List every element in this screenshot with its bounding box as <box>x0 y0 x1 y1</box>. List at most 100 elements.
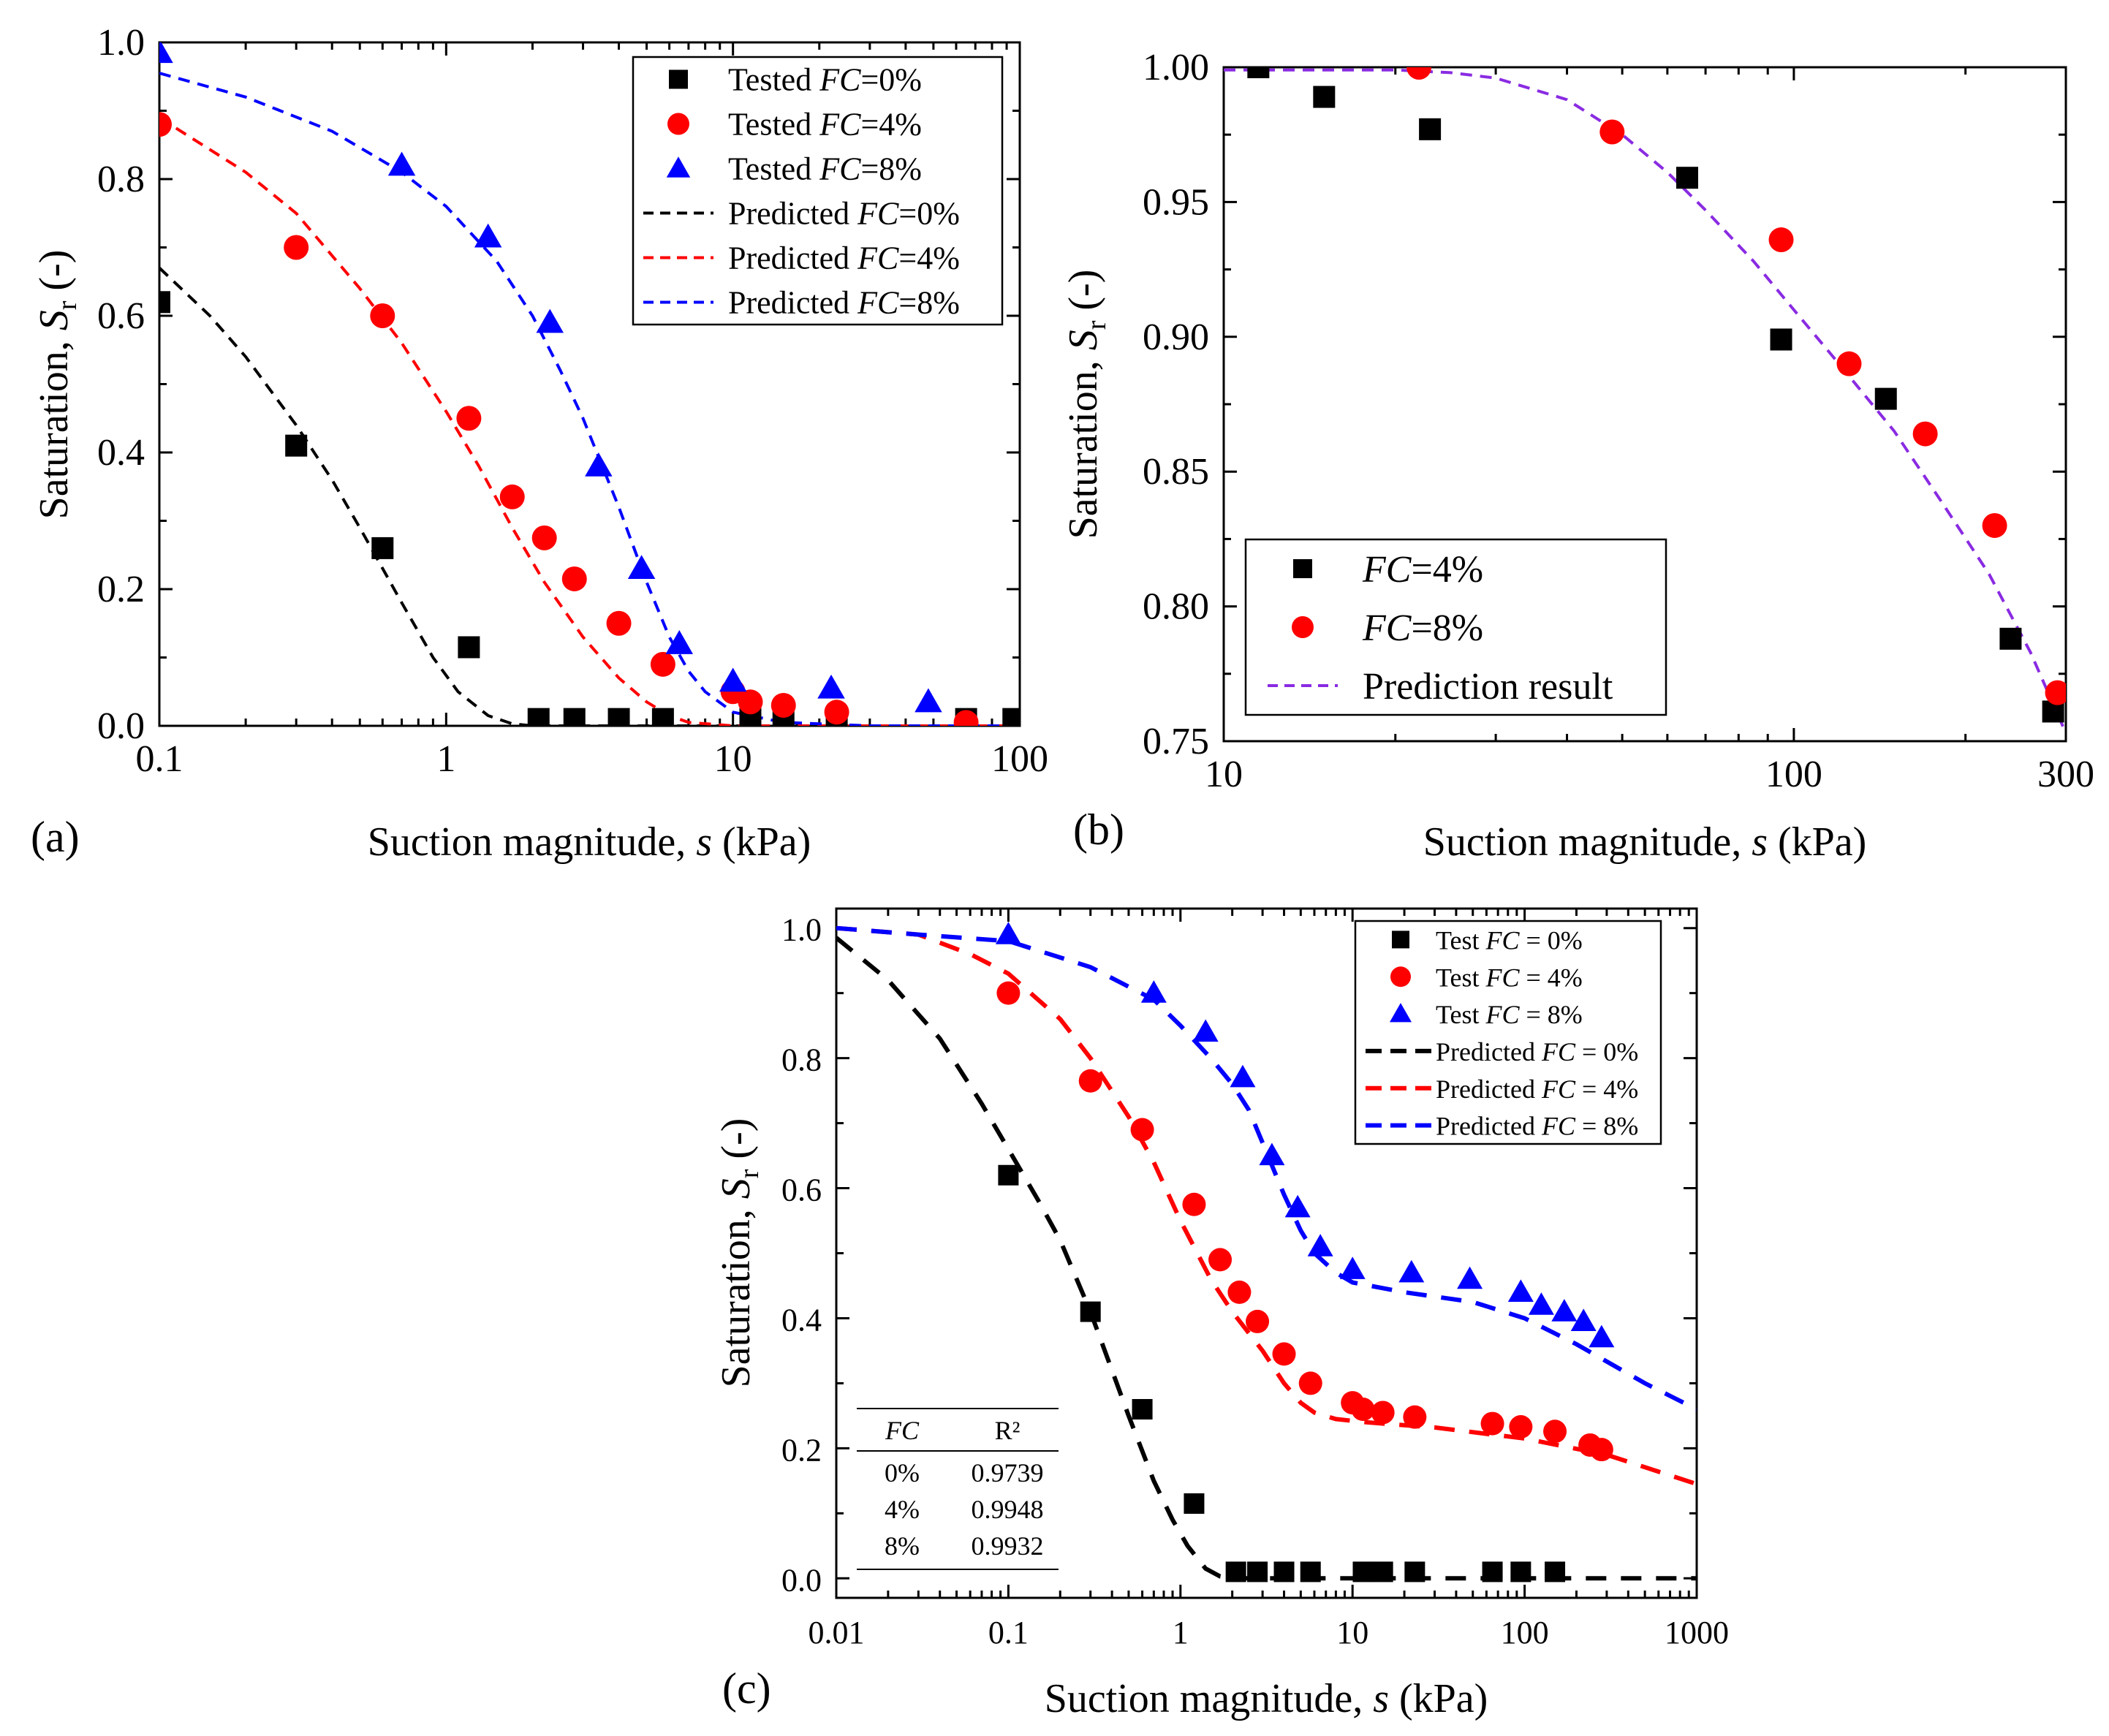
x-tick-label: 100 <box>1765 754 1822 795</box>
data-point-circle <box>1836 351 1862 376</box>
data-point-circle <box>996 981 1021 1005</box>
data-point-circle <box>650 651 675 677</box>
data-point-square <box>527 708 550 726</box>
data-point-triangle <box>1551 1299 1578 1322</box>
data-point-triangle <box>1307 1234 1333 1256</box>
y-tick-label: 0.2 <box>97 569 145 610</box>
legend-entry: Test FC = 4% <box>1436 963 1583 992</box>
y-tick-label: 0.0 <box>97 705 145 747</box>
legend-entry: Predicted FC=4% <box>728 240 960 276</box>
data-point-circle <box>284 235 309 260</box>
data-point-circle <box>1371 1400 1395 1425</box>
legend-entry: Predicted FC = 8% <box>1436 1112 1638 1141</box>
legend-entry: Tested FC=8% <box>728 151 922 187</box>
data-point-circle <box>1768 227 1794 253</box>
data-point-square <box>371 537 394 559</box>
data-point-square <box>651 708 674 726</box>
data-point-square <box>285 434 308 457</box>
legend: Test FC = 0% Test FC = 4% Test FC = 8% Pred… <box>1354 920 1662 1145</box>
data-point-circle <box>1246 1309 1270 1333</box>
data-point-triangle <box>474 223 502 248</box>
data-point-circle <box>1130 1118 1154 1142</box>
data-point-square <box>1352 1561 1374 1583</box>
legend-frame <box>1244 538 1667 716</box>
x-axis-label: Suction magnitude, s (kPa) <box>1045 1676 1488 1721</box>
data-point-triangle <box>665 630 694 654</box>
legend-marker-circle <box>1292 616 1314 638</box>
data-point-square <box>1874 387 1897 410</box>
legend-entry: FC=8% <box>1362 607 1483 649</box>
y-tick-label: 0.4 <box>781 1302 822 1338</box>
data-point-triangle <box>387 151 416 176</box>
table-cell: 0.9948 <box>972 1495 1044 1524</box>
data-point-triangle <box>536 308 564 333</box>
legend-entry: Predicted FC = 4% <box>1436 1074 1638 1104</box>
data-point-circle <box>1351 1398 1375 1422</box>
x-tick-label: 10 <box>1336 1615 1368 1650</box>
data-point-triangle <box>995 922 1021 944</box>
data-point-circle <box>456 406 482 431</box>
data-point-square <box>1184 1493 1205 1515</box>
data-point-circle <box>738 689 763 715</box>
data-point-square <box>1676 167 1698 189</box>
table-cell: 8% <box>885 1531 920 1561</box>
x-tick-label: 10 <box>714 738 752 780</box>
y-tick-label: 0.80 <box>1143 586 1209 628</box>
legend-marker-square <box>669 69 688 89</box>
x-tick-label: 0.01 <box>809 1615 865 1650</box>
x-tick-label: 1 <box>436 738 455 780</box>
data-point-circle <box>159 112 172 137</box>
data-point-circle <box>1078 1069 1102 1093</box>
data-point-circle <box>2045 680 2066 705</box>
data-point-circle <box>953 710 979 726</box>
data-point-triangle <box>1339 1256 1366 1279</box>
data-point-circle <box>561 566 587 591</box>
table-cell: 0.9932 <box>972 1531 1044 1561</box>
legend-entry: Test FC = 8% <box>1436 1000 1583 1029</box>
data-point-triangle <box>1230 1064 1256 1088</box>
data-point-circle <box>1599 119 1625 145</box>
data-point-circle <box>606 610 632 636</box>
data-layer <box>1224 67 2066 734</box>
legend-frame <box>1354 920 1662 1145</box>
data-point-square <box>607 708 630 726</box>
legend-marker-circle <box>1390 966 1411 988</box>
y-tick-label: 0.4 <box>97 432 145 474</box>
data-point-triangle <box>627 555 656 580</box>
data-point-circle <box>770 692 796 718</box>
y-tick-label: 0.8 <box>97 159 145 200</box>
data-point-circle <box>1182 1192 1206 1216</box>
y-axis-label: Saturation, Sr (-) <box>31 250 83 520</box>
data-point-square <box>1313 86 1336 108</box>
data-layer <box>836 922 1697 1583</box>
data-point-square <box>1002 708 1020 726</box>
data-point-square <box>1545 1561 1566 1583</box>
panel-a: 0.1 1 10 100 0.0 0.2 0.4 0.6 0.8 1.0 Suction magni… <box>31 22 1048 865</box>
legend-entry: FC=4% <box>1362 549 1483 591</box>
data-point-circle <box>1272 1342 1296 1366</box>
legend-entry: Prediction result <box>1363 666 1613 708</box>
data-point-triangle <box>1259 1142 1285 1166</box>
y-tick-label: 0.75 <box>1143 721 1209 762</box>
data-point-circle <box>1912 421 1938 447</box>
table-header: R² <box>995 1416 1021 1445</box>
data-point-square <box>1999 627 2022 650</box>
series-line-4 <box>159 116 1020 726</box>
y-tick-label: 0.8 <box>781 1042 822 1078</box>
data-point-triangle <box>1589 1324 1615 1348</box>
x-tick-label: 300 <box>2037 754 2094 795</box>
data-point-circle <box>1406 67 1432 80</box>
legend-entry: Predicted FC=0% <box>728 196 960 232</box>
panel-b: 10 100 300 0.75 0.80 0.85 0.90 0.95 1.00 Suction … <box>1061 47 2094 865</box>
y-tick-label: 0.2 <box>781 1432 822 1468</box>
legend-marker-square <box>1293 559 1312 578</box>
table-cell: 0% <box>885 1458 920 1487</box>
data-point-square <box>458 636 480 659</box>
y-axis-label: Saturation, Sr (-) <box>713 1118 765 1388</box>
data-point-triangle <box>1398 1259 1425 1283</box>
data-point-circle <box>1589 1438 1613 1462</box>
y-tick-label: 1.0 <box>97 22 145 64</box>
data-point-circle <box>1227 1280 1252 1304</box>
legend-entry: Tested FC=0% <box>728 62 922 98</box>
